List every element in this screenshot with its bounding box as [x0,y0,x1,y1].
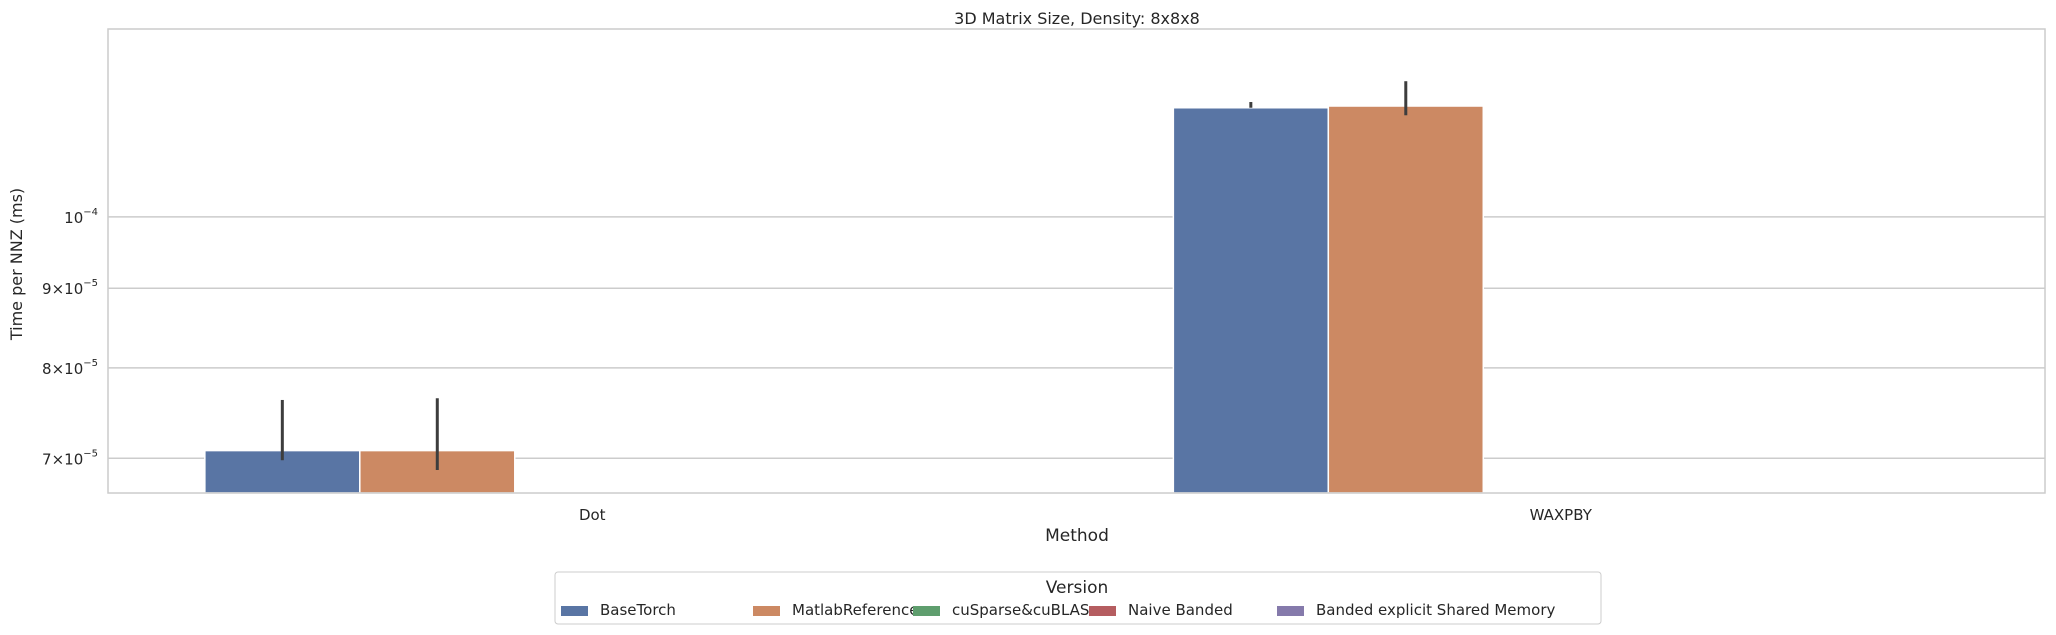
y-tick-label: 7×10−5 [42,448,98,468]
x-axis-label: Method [1045,526,1109,546]
legend-swatch [561,606,588,616]
y-tick-label: 9×10−5 [42,278,98,298]
legend-label: BaseTorch [600,601,676,619]
legend-entry: Naive Banded [1089,601,1233,619]
legend: Version BaseTorch MatlabReference cuSparse… [554,571,1602,625]
y-tick-label-exponent: −5 [83,278,98,289]
legend-swatch [1277,606,1304,616]
legend-swatch [1089,606,1116,616]
y-tick-label-exponent: −5 [83,358,98,369]
y-tick-label-exponent: −4 [83,207,98,218]
bar-matlabreference [1327,105,1485,494]
bar-basetorch [1172,107,1330,494]
y-tick-label-base: 7×10 [42,450,83,468]
x-tick-label: Dot [579,506,606,524]
y-tick-label-exponent: −5 [83,448,98,459]
x-tick-label: WAXPBY [1530,506,1593,524]
y-tick-label: 8×10−5 [42,358,98,378]
legend-entry: Banded explicit Shared Memory [1277,601,1555,619]
grid-lines [108,216,2045,460]
y-axis-label: Time per NNZ (ms) [7,188,26,341]
legend-swatch [753,606,780,616]
legend-entry: cuSparse&cuBLAS [913,601,1089,619]
legend-swatch [913,606,940,616]
chart-title: 3D Matrix Size, Density: 8x8x8 [954,9,1200,28]
x-axis-ticks: Dot WAXPBY [579,506,1593,524]
y-tick-label-base: 9×10 [42,280,83,298]
y-axis-ticks: 7×10−58×10−59×10−510−4 [42,207,98,468]
legend-entry: MatlabReference [753,601,918,619]
legend-label: MatlabReference [792,601,918,619]
y-tick-label: 10−4 [64,207,98,227]
legend-entry: BaseTorch [561,601,676,619]
legend-frame [554,571,1602,625]
legend-title: Version [1046,578,1109,598]
legend-label: Banded explicit Shared Memory [1316,601,1555,619]
y-tick-label-base: 10 [64,209,83,227]
plot-area-frame [107,28,2046,494]
error-bars [280,81,1408,470]
legend-label: cuSparse&cuBLAS [952,601,1089,619]
bars [204,105,1485,494]
y-tick-label-base: 8×10 [42,360,83,378]
legend-label: Naive Banded [1128,601,1233,619]
legend-entries: BaseTorch MatlabReference cuSparse&cuBLAS N… [561,601,1555,619]
